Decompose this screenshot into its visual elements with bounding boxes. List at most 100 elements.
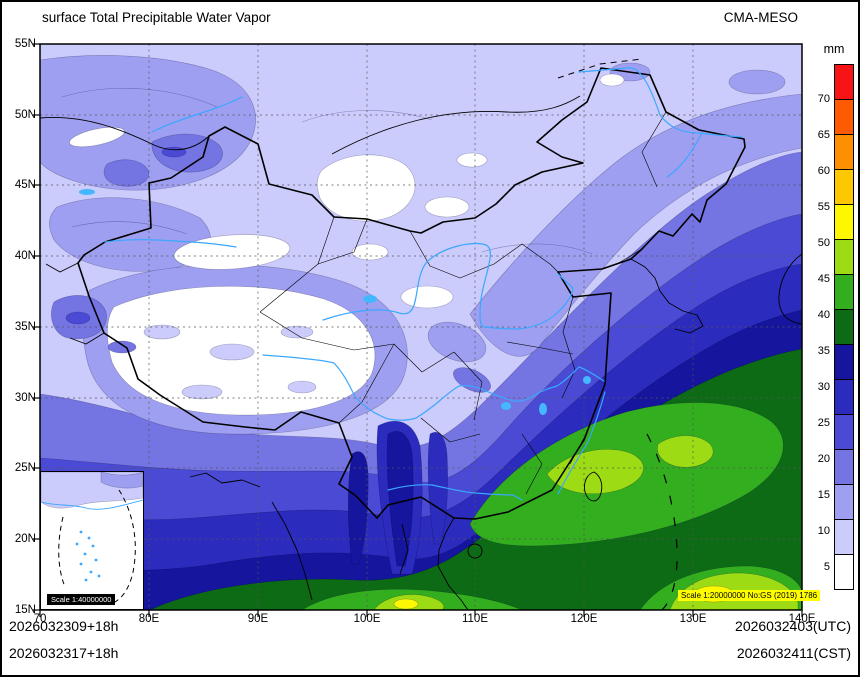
colorbar-cell xyxy=(834,169,854,205)
contour-fills-shape xyxy=(393,598,419,610)
colorbar-level-label: 45 xyxy=(817,273,830,285)
foreign-borders-shape xyxy=(189,472,261,488)
colorbar-cell xyxy=(834,309,854,345)
inset-map-canvas-shape-shape xyxy=(94,558,98,562)
national-border-shape xyxy=(77,67,746,520)
contour-fills-shape xyxy=(103,159,150,187)
rivers-shape xyxy=(387,484,523,501)
colorbar-cell xyxy=(834,519,854,555)
inset-map-canvas-shape-shape xyxy=(79,562,83,566)
colorbar xyxy=(834,64,854,590)
province-borders-shape xyxy=(420,417,481,443)
rivers-shape xyxy=(322,242,574,330)
colorbar-unit-label: mm xyxy=(823,42,845,56)
contour-fills-shape xyxy=(209,343,255,361)
province-borders-shape xyxy=(561,296,576,399)
foreign-borders-shape xyxy=(331,95,581,155)
national-border xyxy=(77,67,746,520)
inset-scale-note: Scale 1:40000000 xyxy=(47,594,116,605)
contour-fills-shape xyxy=(69,126,125,148)
contour-fills-shape xyxy=(351,243,389,261)
rivers-shape xyxy=(151,96,243,133)
contour-fills-shape xyxy=(657,435,714,468)
rivers-shape xyxy=(666,132,703,178)
axis-ticks xyxy=(33,43,803,617)
foreign-borders-shape xyxy=(437,517,469,610)
footer-init-time-utc: 2026032309+18h xyxy=(9,618,119,634)
foreign-borders-shape xyxy=(45,262,79,273)
x-axis-label: 120E xyxy=(570,613,598,625)
x-axis-label: 140E xyxy=(788,613,816,625)
inset-map-canvas-shape-shape xyxy=(75,542,79,546)
colorbar-level-label: 30 xyxy=(817,381,830,393)
footer-init-time-cst: 2026032317+18h xyxy=(9,645,119,661)
inset-map-canvas-shape-shape xyxy=(89,570,93,574)
colorbar-level-label: 50 xyxy=(817,237,830,249)
rivers-shape xyxy=(539,403,547,415)
province-borders xyxy=(259,111,667,495)
inset-map-canvas-shape xyxy=(75,530,101,582)
inset-map-canvas-shape-shape xyxy=(97,574,101,578)
y-axis-label: 15N xyxy=(14,604,36,616)
province-borders-shape xyxy=(521,433,543,495)
colorbar-cell xyxy=(834,484,854,520)
inset-map-canvas-shape-shape xyxy=(87,536,91,540)
colorbar-cell xyxy=(834,344,854,380)
contour-fills-shape xyxy=(280,325,314,339)
province-borders-shape xyxy=(409,230,559,279)
x-axis-label: 110E xyxy=(461,613,489,625)
contour-fills-shape xyxy=(143,324,181,340)
inset-map-canvas-shape-shape xyxy=(79,530,83,534)
colorbar-cell xyxy=(834,134,854,170)
contour-lines-shape xyxy=(481,243,593,255)
inset-map-canvas-shape-shape xyxy=(83,552,87,556)
province-borders-shape xyxy=(317,218,368,265)
province-borders-shape xyxy=(338,343,395,424)
province-borders-shape xyxy=(259,311,395,351)
footer-valid-time-utc: 2026032403(UTC) xyxy=(735,618,851,634)
contour-fills-shape xyxy=(427,431,448,545)
colorbar-level-label: 10 xyxy=(817,525,830,537)
foreign-borders-shape xyxy=(557,58,643,79)
rivers-shape xyxy=(583,376,591,384)
contour-fills-shape xyxy=(427,321,487,363)
contour-lines-shape xyxy=(71,221,188,235)
foreign-borders-shape xyxy=(399,523,409,575)
x-axis-label: 70 xyxy=(33,613,47,625)
inset-map-canvas xyxy=(40,471,144,605)
rivers-shape xyxy=(262,354,605,421)
contour-fills-shape xyxy=(316,154,416,222)
colorbar-cell xyxy=(834,554,854,590)
province-borders-shape xyxy=(641,111,667,188)
colorbar-level-label: 5 xyxy=(823,561,830,573)
foreign-borders xyxy=(40,58,802,610)
colorbar-level-label: 70 xyxy=(817,93,830,105)
contour-fills-shape xyxy=(181,384,223,400)
colorbar-level-label: 60 xyxy=(817,165,830,177)
province-borders-shape xyxy=(506,341,574,355)
colorbar-cell xyxy=(834,449,854,485)
footer-valid-time-cst: 2026032411(CST) xyxy=(736,645,851,661)
foreign-borders-shape xyxy=(40,116,210,151)
x-axis-label: 80E xyxy=(138,613,160,625)
y-axis-label: 25N xyxy=(14,462,36,474)
contour-fills-shape xyxy=(287,380,317,394)
rivers xyxy=(79,67,743,501)
contour-fills-shape xyxy=(65,311,91,325)
inset-map-canvas-shape xyxy=(110,489,136,605)
colorbar-cell xyxy=(834,274,854,310)
graticule xyxy=(40,44,802,610)
colorbar-cell xyxy=(834,379,854,415)
inset-map-south-china-sea: Scale 1:40000000 xyxy=(40,471,144,610)
foreign-borders-shape xyxy=(584,471,603,502)
inset-map-canvas-shape xyxy=(40,499,144,510)
x-axis-label: 90E xyxy=(247,613,269,625)
contour-fills-shape xyxy=(469,93,802,357)
contour-fills-shape xyxy=(400,285,454,309)
colorbar-level-label: 25 xyxy=(817,417,830,429)
colorbar-level-label: 55 xyxy=(817,201,830,213)
contour-fills-shape xyxy=(107,340,137,354)
rivers-shape xyxy=(578,67,743,138)
x-axis-label: 100E xyxy=(353,613,381,625)
y-axis-label: 30N xyxy=(14,392,36,404)
